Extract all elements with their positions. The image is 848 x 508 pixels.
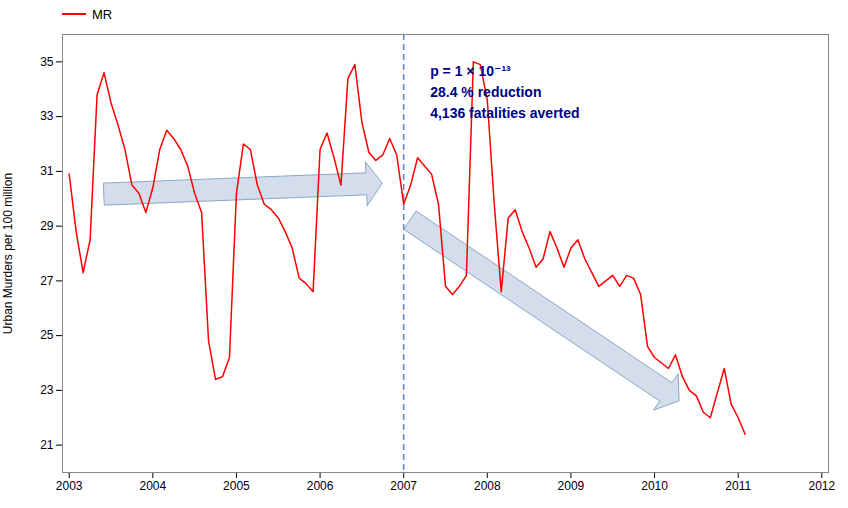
svg-text:2005: 2005 — [223, 479, 250, 493]
svg-text:29: 29 — [40, 219, 54, 233]
svg-text:33: 33 — [40, 109, 54, 123]
svg-text:31: 31 — [40, 164, 54, 178]
svg-text:25: 25 — [40, 328, 54, 342]
svg-text:27: 27 — [40, 274, 54, 288]
svg-text:2010: 2010 — [641, 479, 668, 493]
svg-text:2006: 2006 — [307, 479, 334, 493]
svg-text:2009: 2009 — [558, 479, 585, 493]
svg-text:2011: 2011 — [725, 479, 751, 493]
svg-text:2012: 2012 — [808, 479, 835, 493]
svg-text:2008: 2008 — [474, 479, 501, 493]
svg-text:p = 1 × 10⁻¹³28.4 % reduction4: p = 1 × 10⁻¹³28.4 % reduction4,136 fatal… — [430, 63, 579, 121]
svg-text:2003: 2003 — [56, 479, 83, 493]
svg-text:23: 23 — [40, 383, 54, 397]
svg-text:2004: 2004 — [139, 479, 166, 493]
html-text:MR: MR — [92, 6, 113, 22]
svg-text:35: 35 — [40, 55, 54, 69]
svg-text:21: 21 — [40, 438, 54, 452]
svg-text:2007: 2007 — [390, 479, 417, 493]
svg-text:Urban Murders per 100 million: Urban Murders per 100 million — [1, 173, 15, 334]
